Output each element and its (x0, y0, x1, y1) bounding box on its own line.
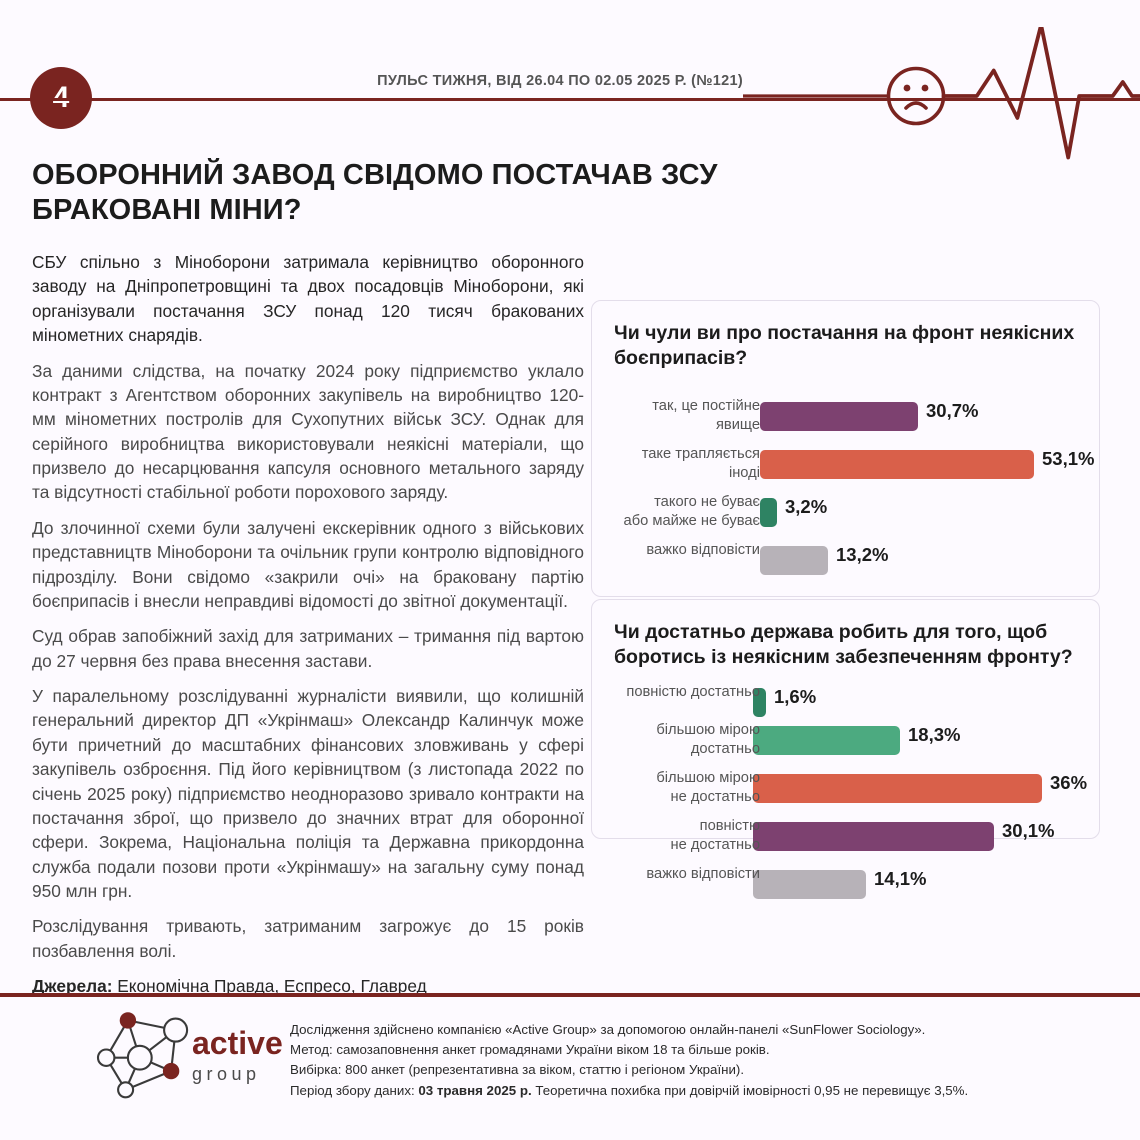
svg-text:active: active (192, 1025, 283, 1061)
svg-text:group: group (192, 1064, 261, 1084)
